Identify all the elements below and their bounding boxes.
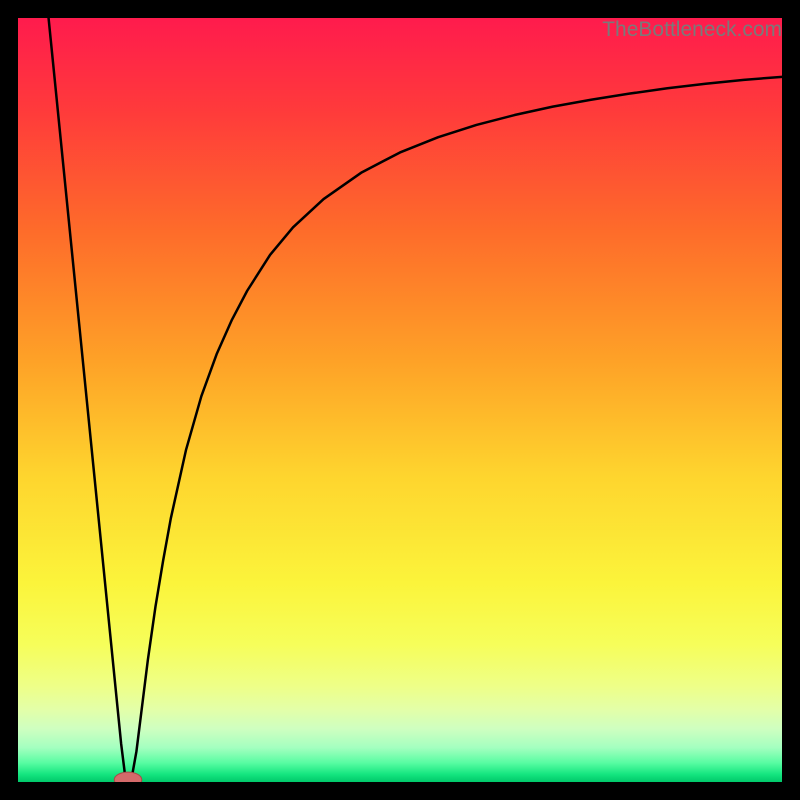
plot-area	[18, 18, 782, 782]
plot-svg	[18, 18, 782, 782]
watermark-text: TheBottleneck.com	[602, 18, 782, 42]
plot-background	[18, 18, 782, 782]
chart-stage: TheBottleneck.com	[0, 0, 800, 800]
